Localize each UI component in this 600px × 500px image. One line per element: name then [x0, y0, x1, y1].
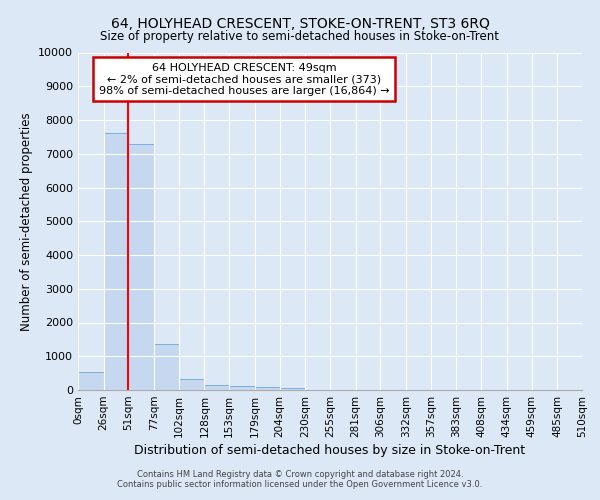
Text: Size of property relative to semi-detached houses in Stoke-on-Trent: Size of property relative to semi-detach…: [101, 30, 499, 43]
Bar: [128, 144, 154, 390]
Bar: [179, 379, 205, 390]
Bar: [229, 386, 255, 390]
Text: 64, HOLYHEAD CRESCENT, STOKE-ON-TRENT, ST3 6RQ: 64, HOLYHEAD CRESCENT, STOKE-ON-TRENT, S…: [110, 18, 490, 32]
Y-axis label: Number of semi-detached properties: Number of semi-detached properties: [20, 112, 32, 330]
Bar: [205, 384, 229, 390]
Bar: [78, 372, 104, 390]
Bar: [255, 387, 280, 390]
Text: Contains HM Land Registry data © Crown copyright and database right 2024.
Contai: Contains HM Land Registry data © Crown c…: [118, 470, 482, 489]
Bar: [280, 388, 305, 390]
Bar: [154, 344, 179, 390]
X-axis label: Distribution of semi-detached houses by size in Stoke-on-Trent: Distribution of semi-detached houses by …: [134, 444, 526, 457]
Bar: [104, 133, 128, 390]
Text: 64 HOLYHEAD CRESCENT: 49sqm
← 2% of semi-detached houses are smaller (373)
98% o: 64 HOLYHEAD CRESCENT: 49sqm ← 2% of semi…: [99, 62, 389, 96]
